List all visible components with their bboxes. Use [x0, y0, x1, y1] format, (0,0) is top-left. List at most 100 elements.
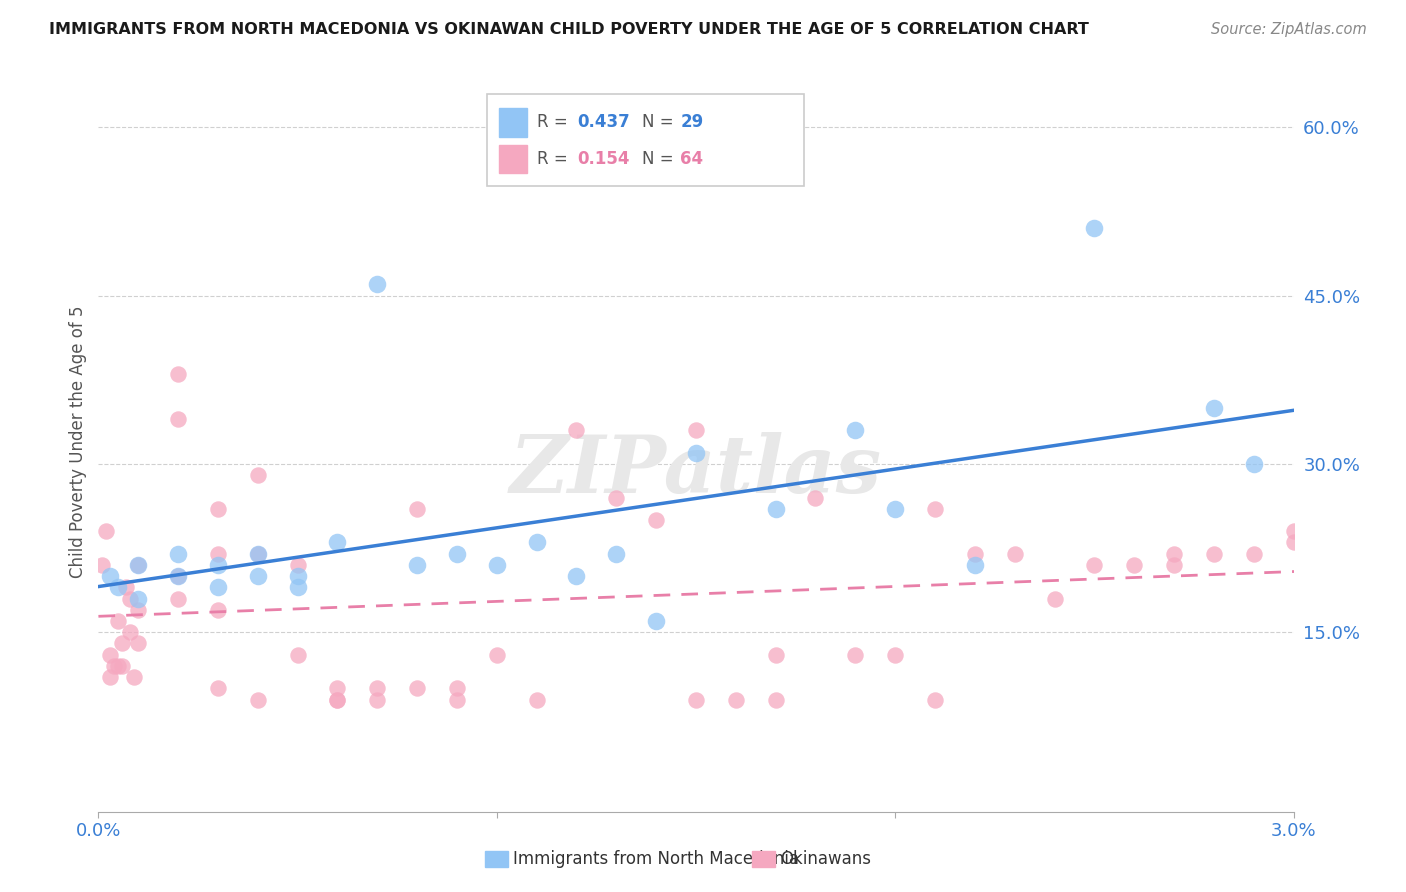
Point	[446, 681, 468, 696]
Text: R =: R =	[537, 113, 574, 131]
Point	[1123, 558, 1146, 572]
Point	[287, 580, 309, 594]
Point	[963, 558, 986, 572]
Point	[924, 692, 946, 706]
Bar	[499, 109, 527, 136]
Point	[1282, 535, 1305, 549]
Point	[446, 692, 468, 706]
Point	[207, 580, 229, 594]
Point	[326, 681, 349, 696]
Point	[1083, 221, 1105, 235]
Point	[765, 501, 787, 516]
Point	[326, 692, 349, 706]
Point	[844, 423, 866, 437]
Point	[127, 636, 149, 650]
Point	[1163, 558, 1185, 572]
Point	[127, 591, 149, 606]
Text: 29: 29	[681, 113, 703, 131]
Point	[246, 547, 269, 561]
Text: R =: R =	[537, 150, 574, 168]
Point	[287, 648, 309, 662]
Point	[167, 547, 190, 561]
Point	[526, 692, 548, 706]
Point	[1282, 524, 1305, 539]
Point	[605, 547, 627, 561]
Point	[127, 558, 149, 572]
Point	[924, 501, 946, 516]
Point	[366, 692, 388, 706]
Point	[167, 412, 190, 426]
Point	[366, 681, 388, 696]
Point	[804, 491, 827, 505]
Point	[765, 692, 787, 706]
Point	[685, 446, 707, 460]
Text: 0.437: 0.437	[578, 113, 630, 131]
Point	[167, 368, 190, 382]
Point	[1163, 547, 1185, 561]
Point	[98, 648, 122, 662]
Point	[167, 569, 190, 583]
Point	[207, 547, 229, 561]
Point	[565, 423, 588, 437]
Text: 64: 64	[681, 150, 703, 168]
Point	[107, 580, 129, 594]
Point	[287, 569, 309, 583]
Point	[115, 580, 138, 594]
Point	[120, 591, 142, 606]
Point	[1243, 457, 1265, 471]
Point	[120, 625, 142, 640]
Point	[366, 277, 388, 292]
Point	[326, 692, 349, 706]
FancyBboxPatch shape	[486, 94, 804, 186]
Point	[645, 513, 668, 527]
Point	[207, 603, 229, 617]
Point	[326, 535, 349, 549]
Text: 0.154: 0.154	[578, 150, 630, 168]
Point	[91, 558, 114, 572]
Text: IMMIGRANTS FROM NORTH MACEDONIA VS OKINAWAN CHILD POVERTY UNDER THE AGE OF 5 COR: IMMIGRANTS FROM NORTH MACEDONIA VS OKINA…	[49, 22, 1090, 37]
Point	[685, 692, 707, 706]
Point	[246, 547, 269, 561]
Point	[98, 569, 122, 583]
Point	[485, 648, 508, 662]
Text: N =: N =	[643, 113, 679, 131]
Point	[446, 547, 468, 561]
Point	[207, 681, 229, 696]
Point	[724, 692, 747, 706]
Point	[1083, 558, 1105, 572]
Point	[207, 558, 229, 572]
Point	[645, 614, 668, 628]
Point	[565, 569, 588, 583]
Point	[124, 670, 146, 684]
Text: Immigrants from North Macedonia: Immigrants from North Macedonia	[513, 850, 799, 868]
Point	[96, 524, 118, 539]
Point	[884, 648, 907, 662]
Point	[246, 692, 269, 706]
Bar	[499, 145, 527, 173]
Point	[1202, 547, 1225, 561]
Point	[103, 659, 125, 673]
Point	[406, 681, 429, 696]
Point	[246, 468, 269, 483]
Point	[685, 423, 707, 437]
Point	[167, 569, 190, 583]
Point	[1004, 547, 1026, 561]
Point	[287, 558, 309, 572]
Point	[207, 501, 229, 516]
Point	[167, 591, 190, 606]
Point	[844, 648, 866, 662]
Point	[246, 569, 269, 583]
Text: Okinawans: Okinawans	[780, 850, 872, 868]
Point	[406, 501, 429, 516]
Point	[98, 670, 122, 684]
Point	[884, 501, 907, 516]
Point	[406, 558, 429, 572]
Text: N =: N =	[643, 150, 679, 168]
Point	[1243, 547, 1265, 561]
Point	[127, 558, 149, 572]
Point	[111, 636, 134, 650]
Point	[485, 558, 508, 572]
Point	[605, 491, 627, 505]
Point	[1202, 401, 1225, 415]
Point	[111, 659, 134, 673]
